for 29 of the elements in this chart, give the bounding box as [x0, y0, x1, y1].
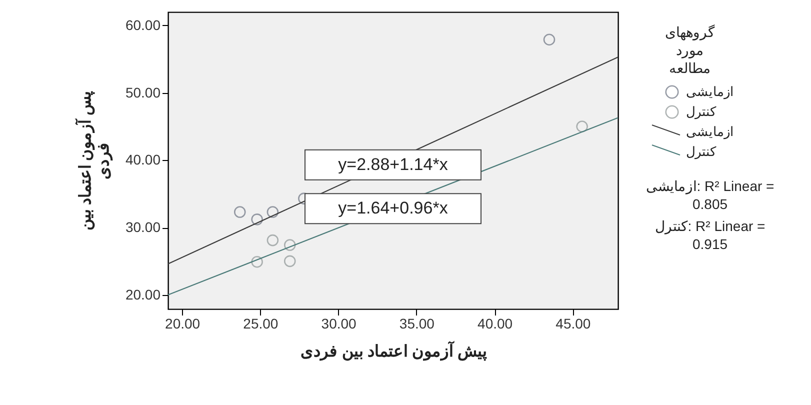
y-tick-label: 50.00 [125, 84, 161, 100]
x-tick-label: 20.00 [165, 316, 200, 332]
y-tick-label: 40.00 [125, 152, 161, 168]
legend-label: ازمایشی [686, 124, 734, 140]
y-tick-label: 60.00 [125, 16, 161, 33]
point [251, 214, 263, 226]
legend-label: کنترل [686, 104, 717, 120]
legend-label: کنترل [686, 144, 717, 160]
legend-label: ازمایشی [686, 84, 734, 100]
point [266, 206, 279, 218]
point [266, 234, 279, 246]
annotation: y=1.64+0.96*x [338, 198, 448, 218]
x-tick-label: 25.00 [243, 316, 278, 332]
point [234, 206, 246, 218]
x-axis-title: پیش آزمون اعتماد بین فردی [300, 340, 488, 362]
point [284, 239, 296, 251]
x-tick-label: 35.00 [399, 316, 435, 332]
y-tick-label: 30.00 [125, 219, 161, 236]
point [543, 34, 556, 46]
legend-title: گروههای مورد مطالعه [665, 24, 715, 76]
point [576, 120, 588, 132]
point [251, 256, 263, 268]
y-axis-title: پس آزمون اعتماد بین فردی [73, 90, 114, 231]
annotation: y=2.88+1.14*x [338, 154, 448, 174]
x-tick-label: 30.00 [321, 316, 357, 332]
x-tick-label: 40.00 [478, 316, 513, 332]
point [284, 255, 296, 268]
y-tick-label: 20.00 [125, 286, 161, 302]
x-tick-label: 45.00 [556, 316, 591, 332]
